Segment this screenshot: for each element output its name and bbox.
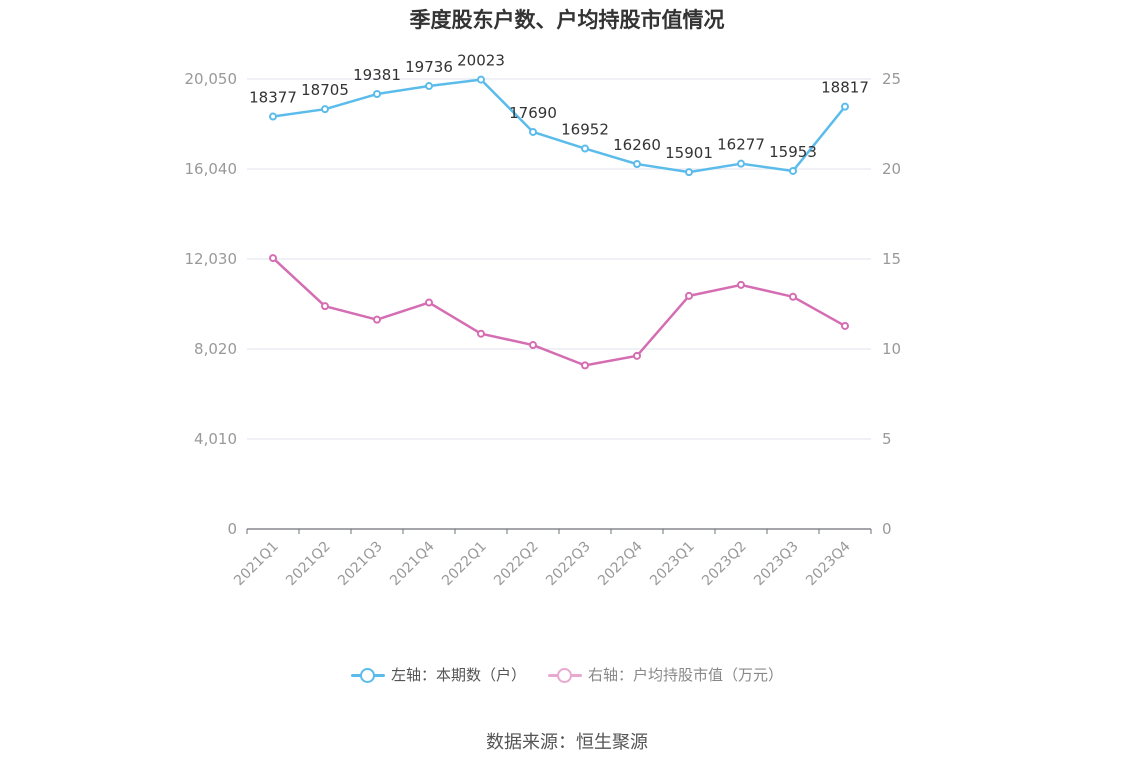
data-point <box>477 75 485 84</box>
data-point <box>685 168 693 177</box>
data-point <box>737 159 745 168</box>
chart-title: 季度股东户数、户均持股市值情况 <box>409 8 725 32</box>
legend-item-right-series[interactable]: 右轴：户均持股市值（万元） <box>548 664 783 685</box>
data-point <box>841 321 849 330</box>
x-tick-label: 2021Q2 <box>283 538 334 589</box>
x-tick-label: 2021Q4 <box>387 538 438 589</box>
y-right-tick-label: 10 <box>882 340 901 358</box>
series-line-shareholders <box>272 78 846 174</box>
y-left-tick-label: 8,020 <box>194 340 237 358</box>
data-point <box>789 166 797 175</box>
legend-item-left-series[interactable]: 左轴：本期数（户） <box>350 664 526 685</box>
data-label: 15901 <box>665 144 713 162</box>
y-left-tick-label: 12,030 <box>185 250 238 268</box>
data-point <box>425 82 433 91</box>
data-label: 18377 <box>249 89 297 107</box>
data-point <box>529 341 537 350</box>
y-right-tick-label: 25 <box>882 70 901 88</box>
series-layer <box>269 75 849 370</box>
legend-label-right-series: 右轴：户均持股市值（万元） <box>588 666 784 684</box>
x-tick-label: 2021Q3 <box>335 538 386 589</box>
data-point <box>633 160 641 169</box>
x-tick-label: 2023Q4 <box>803 538 854 589</box>
data-label: 20023 <box>457 52 505 70</box>
x-tick-label: 2022Q1 <box>439 538 490 589</box>
data-point <box>477 329 485 338</box>
data-label: 15953 <box>769 143 817 161</box>
data-point <box>633 351 641 360</box>
grid-lines <box>247 78 871 440</box>
data-point <box>581 144 589 153</box>
data-point <box>685 291 693 300</box>
y-right-tick-label: 15 <box>882 250 901 268</box>
data-point <box>581 361 589 370</box>
data-label: 18705 <box>301 81 349 99</box>
data-point <box>373 315 381 324</box>
data-label: 19381 <box>353 66 401 84</box>
legend-swatch-blue <box>350 667 385 683</box>
x-tick-label: 2022Q4 <box>595 538 646 589</box>
y-right-tick-label: 0 <box>882 520 892 538</box>
y-left-tick-label: 4,010 <box>194 430 237 448</box>
data-point <box>269 254 277 263</box>
legend: 左轴：本期数（户） 右轴：户均持股市值（万元） <box>0 664 1134 685</box>
data-label: 16277 <box>717 136 765 154</box>
data-point <box>321 302 329 311</box>
data-point <box>789 292 797 301</box>
x-tick-label: 2022Q3 <box>543 538 594 589</box>
data-label: 16952 <box>561 121 609 139</box>
x-tick-label: 2022Q2 <box>491 538 542 589</box>
data-point <box>425 298 433 307</box>
x-tick-label: 2023Q3 <box>751 538 802 589</box>
x-tick-label: 2023Q2 <box>699 538 750 589</box>
legend-label-left-series: 左轴：本期数（户） <box>390 666 526 684</box>
y-right-tick-label: 5 <box>882 430 892 448</box>
series-line-avg-value <box>272 257 846 367</box>
y-left-tick-label: 16,040 <box>185 160 238 178</box>
data-point <box>269 112 277 121</box>
y-right-tick-label: 20 <box>882 160 901 178</box>
data-point <box>529 127 537 136</box>
data-point <box>373 90 381 99</box>
data-label: 16260 <box>613 136 661 154</box>
y-left-tick-label: 20,050 <box>185 70 238 88</box>
data-label: 18817 <box>821 79 869 97</box>
y-left-tick-label: 0 <box>227 520 237 538</box>
data-source: 数据来源：恒生聚源 <box>486 732 648 753</box>
x-tick-label: 2023Q1 <box>647 538 698 589</box>
data-point <box>737 280 745 289</box>
data-point <box>841 102 849 111</box>
legend-swatch-pink <box>548 667 582 683</box>
data-label: 17690 <box>509 104 557 122</box>
chart-plot: 0 0 4,010 5 8,020 10 12,030 15 16,040 20 20,050 25 2… <box>185 52 902 589</box>
data-label: 19736 <box>405 58 453 76</box>
x-tick-label: 2021Q1 <box>231 538 282 589</box>
data-point <box>321 105 329 114</box>
